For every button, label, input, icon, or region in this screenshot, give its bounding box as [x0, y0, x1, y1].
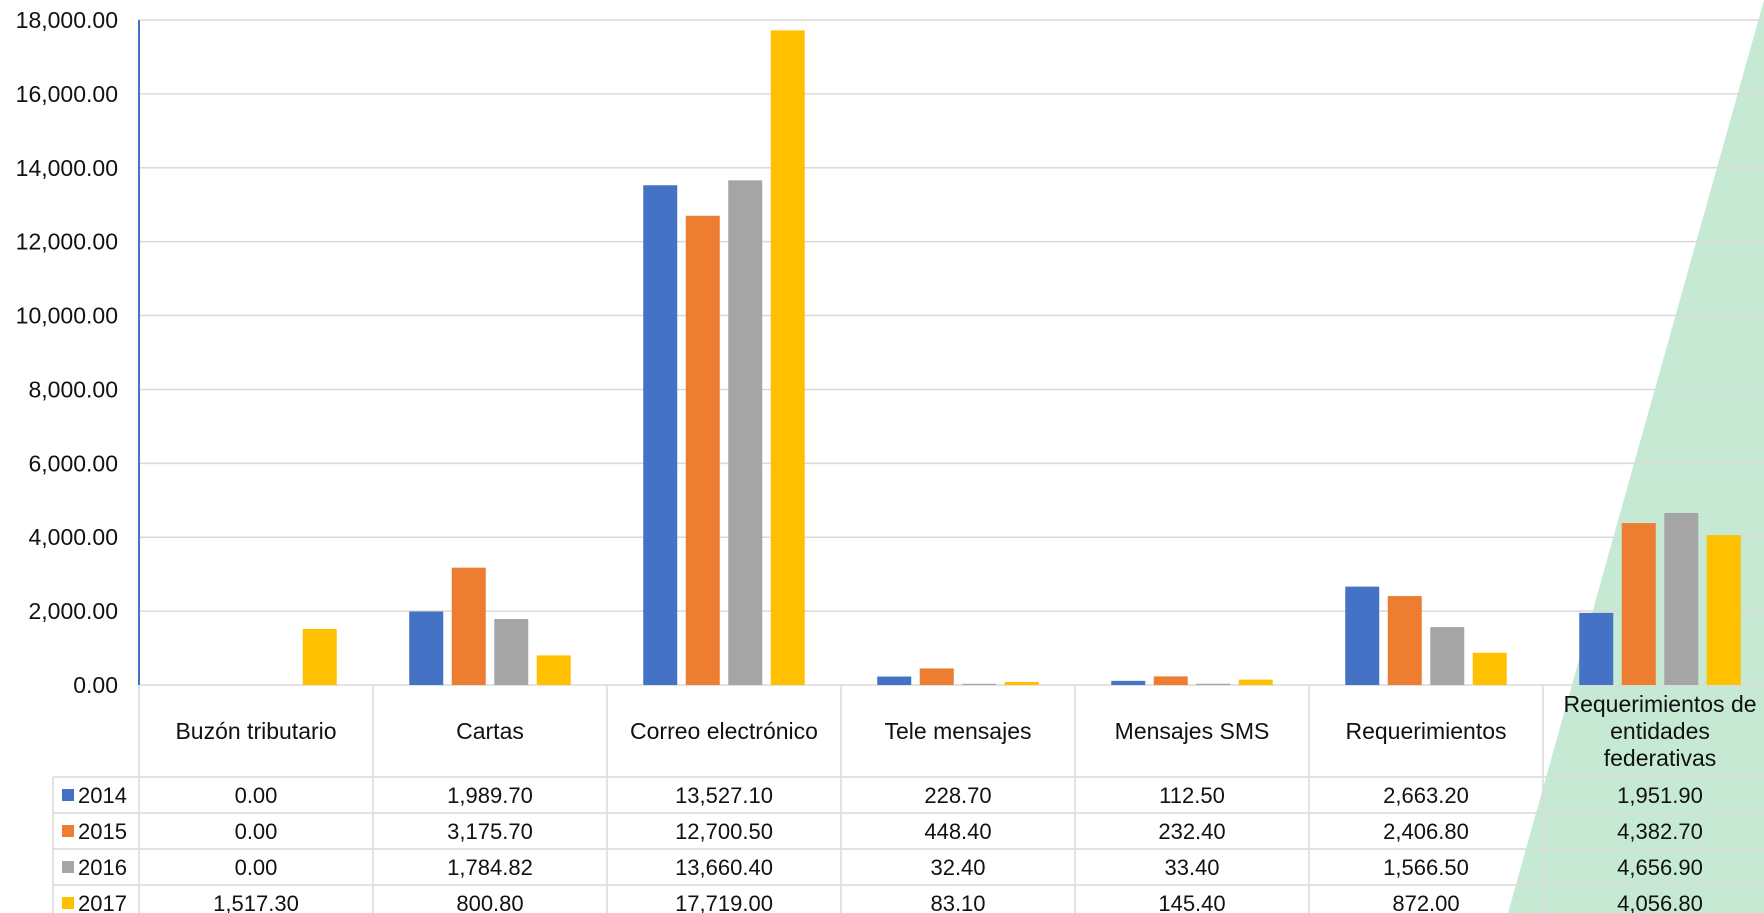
legend-swatch-2017 — [62, 897, 74, 909]
table-cell: 3,175.70 — [447, 819, 533, 844]
bar-2014-6 — [1579, 612, 1614, 685]
y-tick-label: 0.00 — [73, 672, 118, 698]
table-cell: 2,406.80 — [1383, 819, 1469, 844]
bar-2016-6 — [1664, 512, 1699, 685]
table-cell: 872.00 — [1392, 891, 1459, 913]
bar-2017-0 — [302, 628, 337, 685]
category-label: Tele mensajes — [884, 718, 1031, 744]
bar-2016-1 — [494, 619, 529, 685]
bar-2015-1 — [451, 567, 486, 685]
legend-label: 2015 — [78, 819, 127, 844]
table-cell: 13,660.40 — [675, 855, 773, 880]
data-table: Buzón tributario Cartas Correo electrónico… — [52, 685, 1764, 913]
table-cell: 112.50 — [1159, 783, 1225, 808]
table-cell: 0.00 — [235, 819, 278, 844]
bar-2016-4 — [1196, 683, 1231, 685]
table-cell: 232.40 — [1158, 819, 1225, 844]
bar-2015-4 — [1153, 676, 1188, 685]
bar-2014-5 — [1345, 586, 1380, 685]
table-cell: 0.00 — [235, 783, 278, 808]
table-cell: 228.70 — [924, 783, 991, 808]
category-label: entidades — [1610, 718, 1710, 744]
bar-2014-2 — [643, 185, 678, 685]
bar-2014-3 — [877, 676, 912, 685]
bar-2016-2 — [728, 180, 763, 686]
table-cell: 33.40 — [1164, 855, 1219, 880]
bar-2015-5 — [1387, 596, 1422, 685]
bar-2015-2 — [685, 215, 720, 685]
bar-2015-3 — [919, 668, 954, 685]
legend-swatch-2015 — [62, 825, 74, 837]
bar-2015-6 — [1621, 523, 1656, 685]
table-cell: 448.40 — [924, 819, 991, 844]
gridlines — [139, 19, 1764, 686]
legend-label: 2017 — [78, 891, 127, 913]
bar-2016-3 — [962, 683, 997, 685]
category-label: Mensajes SMS — [1115, 718, 1270, 744]
category-label: Requerimientos de — [1563, 691, 1756, 717]
bar-2017-6 — [1706, 535, 1741, 685]
category-label: Requerimientos — [1345, 718, 1506, 744]
table-cell: 1,784.82 — [447, 855, 533, 880]
bar-2017-5 — [1472, 652, 1507, 685]
bar-2017-2 — [770, 30, 805, 685]
table-cell: 1,951.90 — [1617, 783, 1703, 808]
table-cell: 1,517.30 — [213, 891, 299, 913]
table-cell: 2,663.20 — [1383, 783, 1469, 808]
table-cell: 4,382.70 — [1617, 819, 1703, 844]
y-tick-label: 6,000.00 — [28, 450, 118, 476]
y-tick-label: 8,000.00 — [28, 376, 118, 402]
table-cell: 800.80 — [456, 891, 523, 913]
table-cell: 1,566.50 — [1383, 855, 1469, 880]
table-cell: 12,700.50 — [675, 819, 773, 844]
background-green-triangle — [1508, 0, 1764, 913]
table-cell: 13,527.10 — [675, 783, 773, 808]
bar-2014-4 — [1111, 680, 1146, 685]
category-label: Buzón tributario — [175, 718, 336, 744]
y-tick-label: 14,000.00 — [16, 155, 118, 181]
y-tick-label: 18,000.00 — [16, 7, 118, 33]
legend-label: 2014 — [78, 783, 127, 808]
y-tick-label: 2,000.00 — [28, 598, 118, 624]
bar-2016-5 — [1430, 627, 1465, 685]
y-tick-label: 10,000.00 — [16, 303, 118, 329]
category-label: Correo electrónico — [630, 718, 818, 744]
table-cell: 83.10 — [930, 891, 985, 913]
table-cell: 0.00 — [235, 855, 278, 880]
bar-2014-1 — [409, 611, 444, 685]
bar-2017-4 — [1238, 679, 1273, 685]
y-tick-label: 12,000.00 — [16, 229, 118, 255]
y-axis-tick-labels: 0.00 2,000.00 4,000.00 6,000.00 8,000.00 10,0… — [16, 7, 118, 698]
bar-2017-3 — [1004, 681, 1039, 685]
table-cell: 1,989.70 — [447, 783, 533, 808]
table-cell: 4,656.90 — [1617, 855, 1703, 880]
table-cell: 32.40 — [930, 855, 985, 880]
table-cell: 145.40 — [1158, 891, 1225, 913]
y-tick-label: 16,000.00 — [16, 81, 118, 107]
legend-label: 2016 — [78, 855, 127, 880]
legend-swatch-2016 — [62, 861, 74, 873]
bars — [302, 30, 1741, 686]
legend-swatch-2014 — [62, 789, 74, 801]
table-cell: 17,719.00 — [675, 891, 773, 913]
category-label: federativas — [1604, 745, 1717, 771]
table-cell: 4,056.80 — [1617, 891, 1703, 913]
y-tick-label: 4,000.00 — [28, 524, 118, 550]
bar-2017-1 — [536, 655, 571, 685]
category-label: Cartas — [456, 718, 524, 744]
